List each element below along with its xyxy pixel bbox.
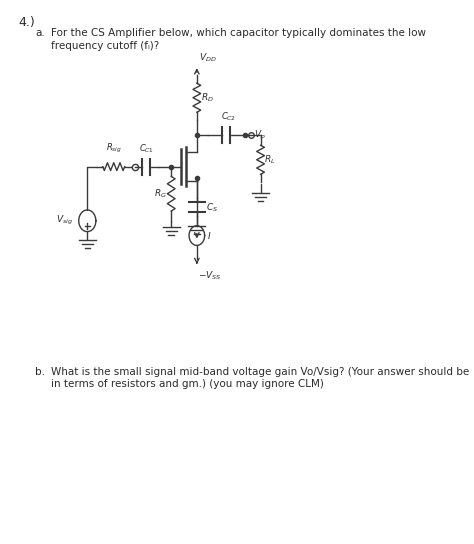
Text: $C_{C1}$: $C_{C1}$: [139, 143, 154, 155]
Text: $-V_{SS}$: $-V_{SS}$: [199, 269, 222, 282]
Text: $R_L$: $R_L$: [264, 153, 276, 166]
Text: $R_G$: $R_G$: [155, 188, 167, 200]
Text: $I$: $I$: [207, 230, 211, 241]
Text: $V_o$: $V_o$: [254, 129, 265, 141]
Text: 4.): 4.): [18, 16, 35, 29]
Text: frequency cutoff (fₗ)?: frequency cutoff (fₗ)?: [51, 41, 159, 51]
Text: For the CS Amplifier below, which capacitor typically dominates the low: For the CS Amplifier below, which capaci…: [51, 28, 426, 38]
Text: b.: b.: [35, 367, 45, 376]
Text: $C_{C2}$: $C_{C2}$: [221, 111, 236, 123]
Text: in terms of resistors and gm.) (you may ignore CLM): in terms of resistors and gm.) (you may …: [51, 379, 324, 390]
Text: $R_D$: $R_D$: [201, 91, 214, 104]
Text: $V_{DD}$: $V_{DD}$: [199, 52, 217, 64]
Text: $V_{sig}$: $V_{sig}$: [56, 214, 73, 227]
Text: What is the small signal mid-band voltage gain Vo/Vsig? (Your answer should be: What is the small signal mid-band voltag…: [51, 367, 469, 376]
Text: $R_{sig}$: $R_{sig}$: [106, 142, 122, 155]
Text: a.: a.: [35, 28, 45, 38]
Text: $C_S$: $C_S$: [206, 202, 219, 214]
